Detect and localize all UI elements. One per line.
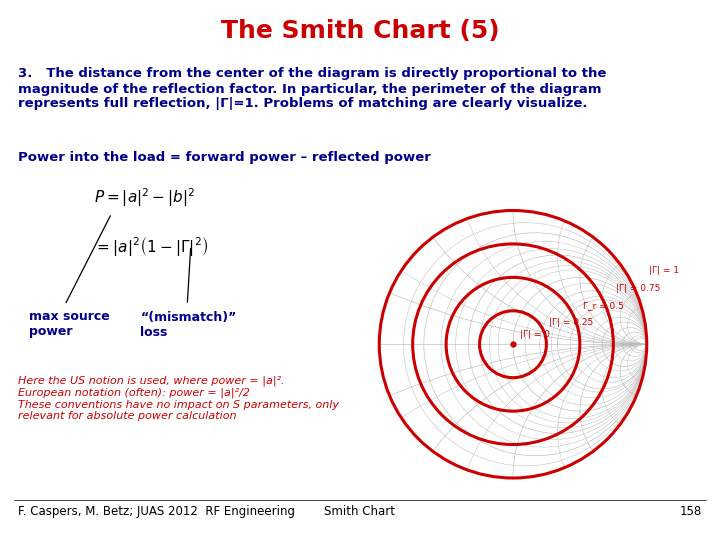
Text: Smith Chart: Smith Chart	[325, 505, 395, 518]
Text: Here the US notion is used, where power = |a|².
European notation (often): power: Here the US notion is used, where power …	[18, 375, 339, 421]
Text: “(mismatch)”
loss: “(mismatch)” loss	[140, 310, 237, 339]
Text: |Γ| = 0.25: |Γ| = 0.25	[549, 319, 593, 327]
Text: |Γ| = 1: |Γ| = 1	[649, 266, 680, 275]
Text: $P = |a|^2 - |b|^2$: $P = |a|^2 - |b|^2$	[94, 186, 195, 209]
Text: Γ_r = 0.5: Γ_r = 0.5	[582, 301, 624, 310]
Text: Power into the load = forward power – reflected power: Power into the load = forward power – re…	[18, 151, 431, 164]
Text: |Γ| = 0.75: |Γ| = 0.75	[616, 284, 660, 293]
Text: |Γ| = 0: |Γ| = 0	[520, 330, 549, 339]
Text: max source
power: max source power	[29, 310, 109, 339]
Text: $= |a|^2\left(1 - |\Gamma|^2\right)$: $= |a|^2\left(1 - |\Gamma|^2\right)$	[94, 235, 208, 258]
Text: F. Caspers, M. Betz; JUAS 2012  RF Engineering: F. Caspers, M. Betz; JUAS 2012 RF Engine…	[18, 505, 295, 518]
Text: 158: 158	[680, 505, 702, 518]
Text: The Smith Chart (5): The Smith Chart (5)	[221, 19, 499, 43]
Text: 3.   The distance from the center of the diagram is directly proportional to the: 3. The distance from the center of the d…	[18, 68, 606, 111]
